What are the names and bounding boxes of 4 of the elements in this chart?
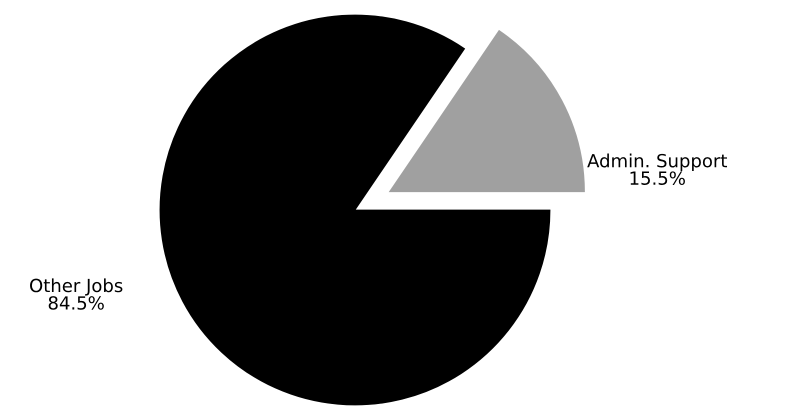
data-label: 84.5% xyxy=(48,296,104,310)
data-label: 15.5% xyxy=(630,171,685,185)
slice-label: Other Jobs xyxy=(30,278,122,296)
slice-label: Admin. Support xyxy=(587,154,728,171)
